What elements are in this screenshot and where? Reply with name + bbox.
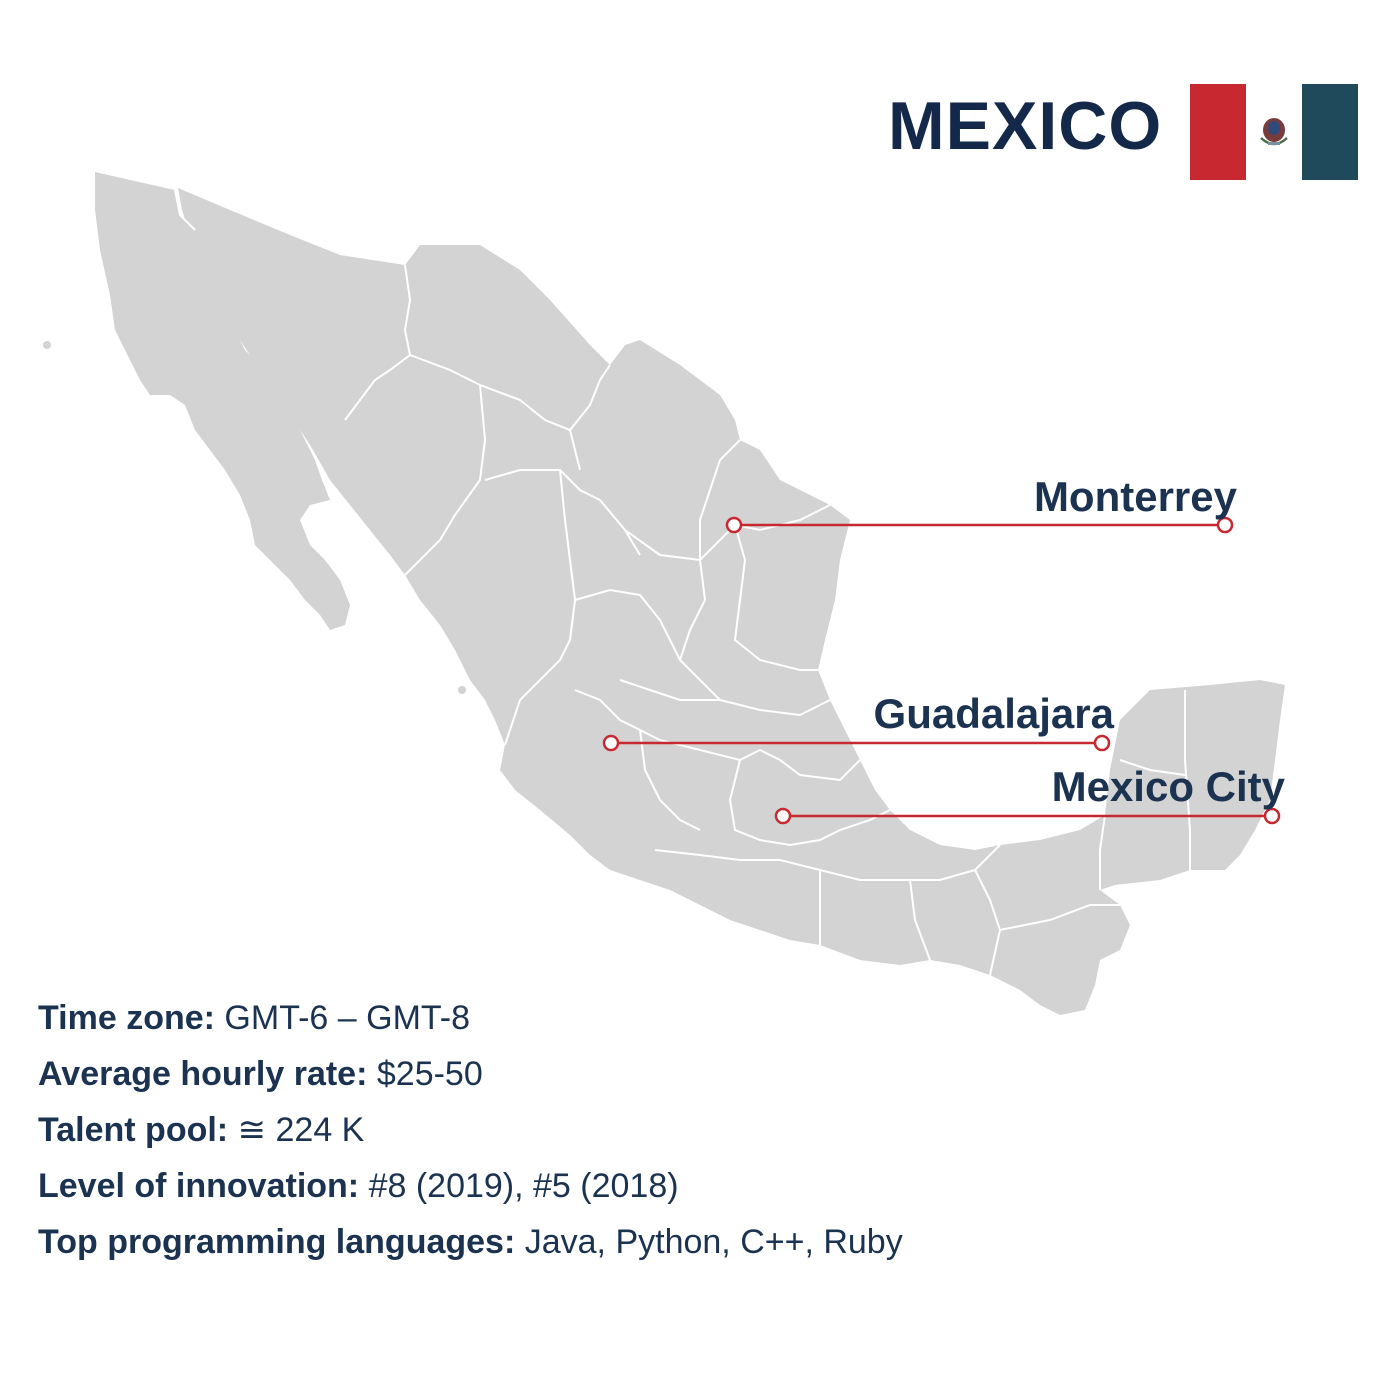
mexico-landmass	[43, 172, 1285, 1015]
mexico-city-end-marker-icon[interactable]	[1263, 807, 1281, 825]
mexico-flag-icon	[1190, 84, 1358, 180]
info-row-time-zone: Time zone: GMT-6 – GMT-8	[38, 990, 1358, 1046]
monterrey-marker-icon[interactable]	[725, 516, 743, 534]
city-label-guadalajara: Guadalajara	[873, 690, 1114, 737]
city-label-monterrey: Monterrey	[1033, 473, 1237, 520]
page-title: MEXICO	[888, 88, 1163, 164]
info-row-talent-pool: Talent pool: ≅ 224 K	[38, 1102, 1358, 1158]
info-label: Talent pool:	[38, 1111, 229, 1149]
guadalajara-end-marker-icon[interactable]	[1093, 734, 1111, 752]
info-row-hourly-rate: Average hourly rate: $25-50	[38, 1046, 1358, 1102]
info-value: GMT-6 – GMT-8	[224, 999, 471, 1037]
info-label: Top programming languages:	[38, 1223, 516, 1261]
info-label: Level of innovation:	[38, 1167, 360, 1205]
monterrey-end-marker-icon[interactable]	[1216, 516, 1234, 534]
info-value: Java, Python, C++, Ruby	[524, 1223, 903, 1261]
guadalajara-marker-icon[interactable]	[602, 734, 620, 752]
mexico-city-marker-icon[interactable]	[774, 807, 792, 825]
baja-california	[95, 172, 350, 630]
mainland	[178, 188, 1285, 1015]
city-label-mexico-city: Mexico City	[1051, 763, 1285, 810]
country-info-list: Time zone: GMT-6 – GMT-8 Average hourly …	[38, 990, 1358, 1270]
island	[293, 493, 303, 503]
island	[458, 686, 466, 694]
info-value: ≅ 224 K	[237, 1111, 365, 1149]
info-row-languages: Top programming languages: Java, Python,…	[38, 1214, 1358, 1270]
info-row-innovation: Level of innovation: #8 (2019), #5 (2018…	[38, 1158, 1358, 1214]
info-label: Time zone:	[38, 999, 215, 1037]
info-value: $25-50	[376, 1055, 483, 1093]
state-borders	[174, 189, 1191, 976]
coat-of-arms-icon	[1260, 118, 1288, 146]
island	[43, 341, 51, 349]
city-connectors	[602, 516, 1281, 825]
info-label: Average hourly rate:	[38, 1055, 368, 1093]
info-value: #8 (2019), #5 (2018)	[368, 1167, 679, 1205]
